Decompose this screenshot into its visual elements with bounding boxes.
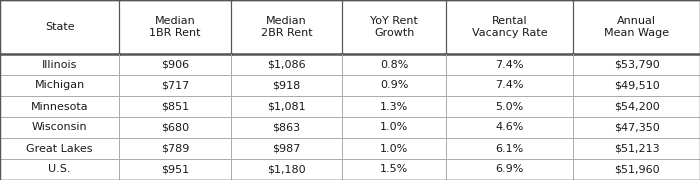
Bar — [119, 75, 231, 96]
Text: $51,960: $51,960 — [614, 165, 659, 174]
Text: $951: $951 — [161, 165, 189, 174]
Bar — [446, 0, 573, 54]
Bar — [0, 159, 119, 180]
Text: 0.8%: 0.8% — [380, 60, 408, 69]
Bar — [119, 138, 231, 159]
Bar — [0, 138, 119, 159]
Bar — [119, 159, 231, 180]
Bar — [573, 138, 700, 159]
Bar — [231, 75, 342, 96]
Bar — [573, 0, 700, 54]
Text: $47,350: $47,350 — [614, 123, 659, 132]
Bar — [573, 159, 700, 180]
Text: 1.5%: 1.5% — [380, 165, 408, 174]
Bar — [342, 0, 446, 54]
Text: Minnesota: Minnesota — [31, 102, 88, 111]
Bar — [446, 159, 573, 180]
Text: 5.0%: 5.0% — [496, 102, 524, 111]
Bar — [573, 96, 700, 117]
Text: State: State — [45, 22, 74, 32]
Text: 6.9%: 6.9% — [496, 165, 524, 174]
Bar — [342, 54, 446, 75]
Text: Rental
Vacancy Rate: Rental Vacancy Rate — [472, 16, 547, 38]
Text: Annual
Mean Wage: Annual Mean Wage — [604, 16, 669, 38]
Text: $680: $680 — [161, 123, 189, 132]
Text: $717: $717 — [161, 80, 189, 91]
Text: $54,200: $54,200 — [614, 102, 659, 111]
Bar — [119, 96, 231, 117]
Bar — [342, 96, 446, 117]
Bar — [231, 54, 342, 75]
Bar — [231, 138, 342, 159]
Bar — [231, 0, 342, 54]
Text: 1.0%: 1.0% — [380, 143, 408, 154]
Bar — [0, 75, 119, 96]
Text: YoY Rent
Growth: YoY Rent Growth — [370, 16, 418, 38]
Text: Great Lakes: Great Lakes — [27, 143, 93, 154]
Bar — [446, 54, 573, 75]
Bar — [573, 117, 700, 138]
Text: $863: $863 — [272, 123, 300, 132]
Bar — [231, 159, 342, 180]
Bar — [231, 96, 342, 117]
Bar — [119, 0, 231, 54]
Text: $1,180: $1,180 — [267, 165, 306, 174]
Bar — [446, 96, 573, 117]
Bar — [0, 96, 119, 117]
Text: $851: $851 — [161, 102, 189, 111]
Text: $1,081: $1,081 — [267, 102, 306, 111]
Bar — [342, 117, 446, 138]
Bar — [446, 138, 573, 159]
Text: 4.6%: 4.6% — [496, 123, 524, 132]
Bar — [342, 138, 446, 159]
Text: 7.4%: 7.4% — [496, 60, 524, 69]
Text: $789: $789 — [161, 143, 189, 154]
Text: Median
1BR Rent: Median 1BR Rent — [149, 16, 201, 38]
Text: $49,510: $49,510 — [614, 80, 659, 91]
Bar — [231, 117, 342, 138]
Text: $51,213: $51,213 — [614, 143, 659, 154]
Text: U.S.: U.S. — [48, 165, 71, 174]
Bar — [446, 117, 573, 138]
Bar — [119, 54, 231, 75]
Text: 0.9%: 0.9% — [380, 80, 408, 91]
Text: Michigan: Michigan — [34, 80, 85, 91]
Text: Illinois: Illinois — [42, 60, 77, 69]
Text: 1.0%: 1.0% — [380, 123, 408, 132]
Text: $53,790: $53,790 — [614, 60, 659, 69]
Bar — [342, 159, 446, 180]
Bar — [119, 117, 231, 138]
Text: 7.4%: 7.4% — [496, 80, 524, 91]
Bar — [0, 117, 119, 138]
Text: $906: $906 — [161, 60, 189, 69]
Bar — [0, 0, 119, 54]
Text: 1.3%: 1.3% — [380, 102, 408, 111]
Bar — [446, 75, 573, 96]
Text: 6.1%: 6.1% — [496, 143, 524, 154]
Bar — [342, 75, 446, 96]
Text: Wisconsin: Wisconsin — [32, 123, 88, 132]
Bar — [0, 54, 119, 75]
Text: $987: $987 — [272, 143, 301, 154]
Text: $918: $918 — [272, 80, 301, 91]
Bar — [573, 75, 700, 96]
Text: $1,086: $1,086 — [267, 60, 306, 69]
Bar — [573, 54, 700, 75]
Text: Median
2BR Rent: Median 2BR Rent — [260, 16, 312, 38]
